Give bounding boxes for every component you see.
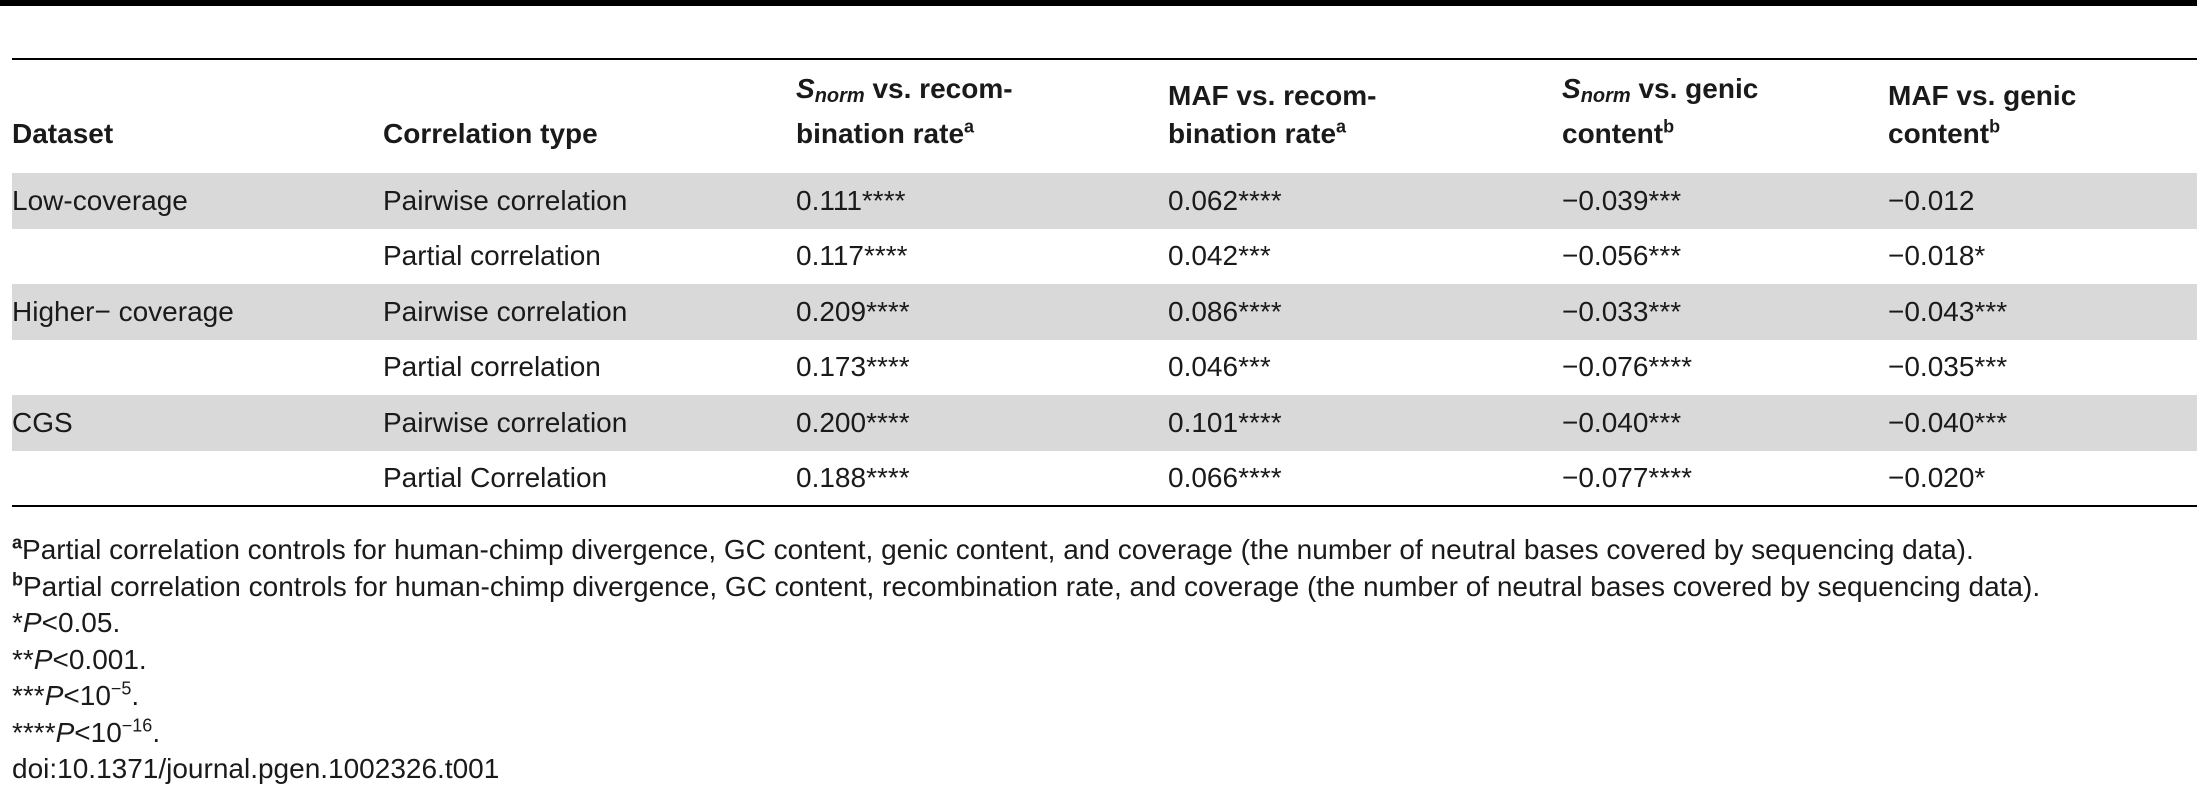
correlation-table-container: Dataset Correlation type Snorm vs. recom… [12, 58, 2197, 507]
table-row: Low-coverage Pairwise correlation 0.111*… [12, 173, 2197, 229]
cell-value: −0.043*** [1888, 284, 2197, 340]
cell-type: Pairwise correlation [383, 173, 796, 229]
cell-value: −0.012 [1888, 173, 2197, 229]
cell-value: −0.018* [1888, 240, 1986, 272]
cell-value: −0.020* [1888, 461, 1986, 493]
cell-type: Partial correlation [383, 351, 601, 383]
footnote-p-005: *P<0.05. [12, 607, 121, 638]
cell-type: Partial Correlation [383, 461, 608, 493]
header-dataset: Dataset [12, 118, 114, 149]
top-rule [0, 0, 2197, 6]
cell-dataset [12, 229, 383, 285]
header-snorm-vs-genic: Snorm vs. genic contentb [1562, 73, 1759, 149]
footnote-p-0001: **P<0.001. [12, 643, 147, 675]
footnote-p-1e-5: ***P<10−5. [12, 678, 140, 711]
cell-type: Pairwise correlation [383, 395, 796, 451]
cell-value: 0.111**** [796, 173, 1168, 229]
cell-dataset [12, 340, 383, 396]
cell-value: −0.056*** [1562, 240, 1682, 272]
cell-value: 0.209**** [796, 284, 1168, 340]
header-snorm-vs-recombination: Snorm vs. recom- bination ratea [796, 73, 1013, 149]
cell-value: −0.039*** [1562, 173, 1888, 229]
footnote-b: bPartial correlation controls for human-… [12, 569, 2041, 602]
cell-value: 0.200**** [796, 395, 1168, 451]
cell-value: −0.033*** [1562, 284, 1888, 340]
table-row: Partial correlation 0.173**** 0.046*** −… [12, 340, 2197, 396]
cell-value: 0.046*** [1168, 351, 1271, 383]
cell-value: 0.173**** [796, 351, 910, 383]
header-row: Dataset Correlation type Snorm vs. recom… [12, 59, 2197, 173]
cell-type: Pairwise correlation [383, 284, 796, 340]
cell-value: 0.101**** [1168, 395, 1562, 451]
table-footnotes: aPartial correlation controls for human-… [12, 532, 2197, 788]
cell-value: −0.035*** [1888, 351, 2008, 383]
header-maf-vs-recombination: MAF vs. recom- bination ratea [1168, 80, 1377, 149]
cell-dataset: Higher− coverage [12, 284, 383, 340]
cell-value: 0.117**** [796, 240, 908, 272]
footnote-a: aPartial correlation controls for human-… [12, 532, 1974, 565]
table-row: Higher− coverage Pairwise correlation 0.… [12, 284, 2197, 340]
cell-dataset: Low-coverage [12, 173, 383, 229]
cell-value: −0.040*** [1888, 395, 2197, 451]
cell-value: −0.040*** [1562, 395, 1888, 451]
table-row: CGS Pairwise correlation 0.200**** 0.101… [12, 395, 2197, 451]
cell-value: −0.077**** [1562, 461, 1693, 493]
cell-value: 0.188**** [796, 461, 910, 493]
cell-type: Partial correlation [383, 240, 601, 272]
cell-dataset: CGS [12, 395, 383, 451]
table-row: Partial Correlation 0.188**** 0.066**** … [12, 451, 2197, 507]
cell-value: 0.042*** [1168, 240, 1271, 272]
footnote-p-1e-16: ****P<10−16. [12, 715, 161, 748]
cell-value: 0.086**** [1168, 284, 1562, 340]
cell-value: −0.076**** [1562, 351, 1693, 383]
doi-line: doi:10.1371/journal.pgen.1002326.t001 [12, 753, 500, 784]
cell-value: 0.062**** [1168, 173, 1562, 229]
cell-dataset [12, 451, 383, 507]
table-row: Partial correlation 0.117**** 0.042*** −… [12, 229, 2197, 285]
header-maf-vs-genic: MAF vs. genic contentb [1888, 80, 2077, 149]
header-correlation-type: Correlation type [383, 118, 598, 149]
cell-value: 0.066**** [1168, 461, 1282, 493]
correlation-table: Dataset Correlation type Snorm vs. recom… [12, 58, 2197, 507]
